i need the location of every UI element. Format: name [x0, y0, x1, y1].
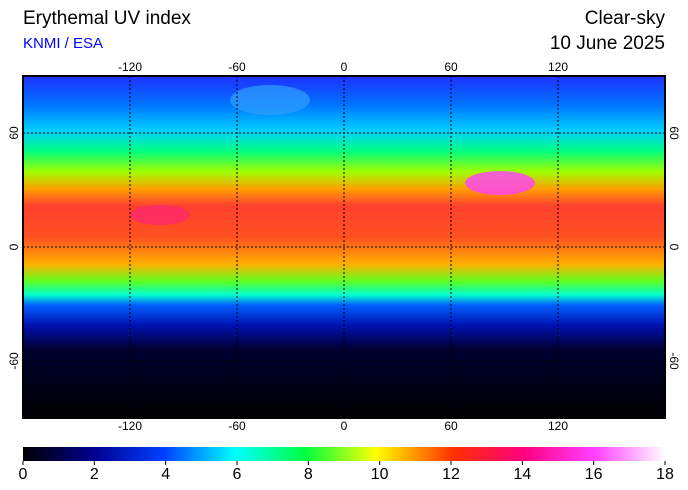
greenland: [230, 85, 310, 115]
colorbar-tick-label: 12: [442, 466, 460, 483]
colorbar-tick-label: 18: [656, 466, 674, 483]
x-tick-label: -60: [228, 419, 246, 433]
x-tick-label: 120: [548, 60, 568, 74]
x-tick-label: 120: [548, 419, 568, 433]
y-tick-label: 60: [7, 126, 21, 140]
y-tick-label: -60: [7, 352, 21, 370]
x-tick-label: 60: [444, 419, 458, 433]
x-tick-label: 60: [444, 60, 458, 74]
grid: [23, 76, 665, 418]
colorbar-tick-label: 4: [161, 466, 170, 483]
colorbar-tick-label: 6: [233, 466, 242, 483]
y-tick-label: 0: [7, 243, 21, 250]
colorbar-tick-label: 0: [19, 466, 28, 483]
x-tick-label: 0: [341, 60, 348, 74]
uv-hotspot: [465, 171, 535, 195]
y-tick-label: 0: [667, 244, 681, 251]
colorbar-tick-label: 14: [513, 466, 531, 483]
date: 10 June 2025: [550, 33, 665, 54]
x-tick-label: -120: [118, 419, 142, 433]
title: Erythemal UV index: [23, 8, 191, 29]
colorbar: [23, 447, 665, 461]
product: Clear-sky: [585, 8, 666, 29]
colorbar-tick-label: 2: [90, 466, 99, 483]
colorbar-tick-label: 10: [371, 466, 389, 483]
y-tick-label: -60: [667, 352, 681, 370]
x-tick-label: -60: [228, 60, 246, 74]
map-frame: [22, 75, 666, 419]
x-tick-label: -120: [118, 60, 142, 74]
x-tick-label: 0: [341, 419, 348, 433]
source: KNMI / ESA: [23, 35, 103, 52]
colorbar-tick-label: 8: [304, 466, 313, 483]
colorbar-tick-label: 16: [585, 466, 603, 483]
uv-hotspot: [130, 205, 190, 225]
y-tick-label: 60: [667, 126, 681, 140]
